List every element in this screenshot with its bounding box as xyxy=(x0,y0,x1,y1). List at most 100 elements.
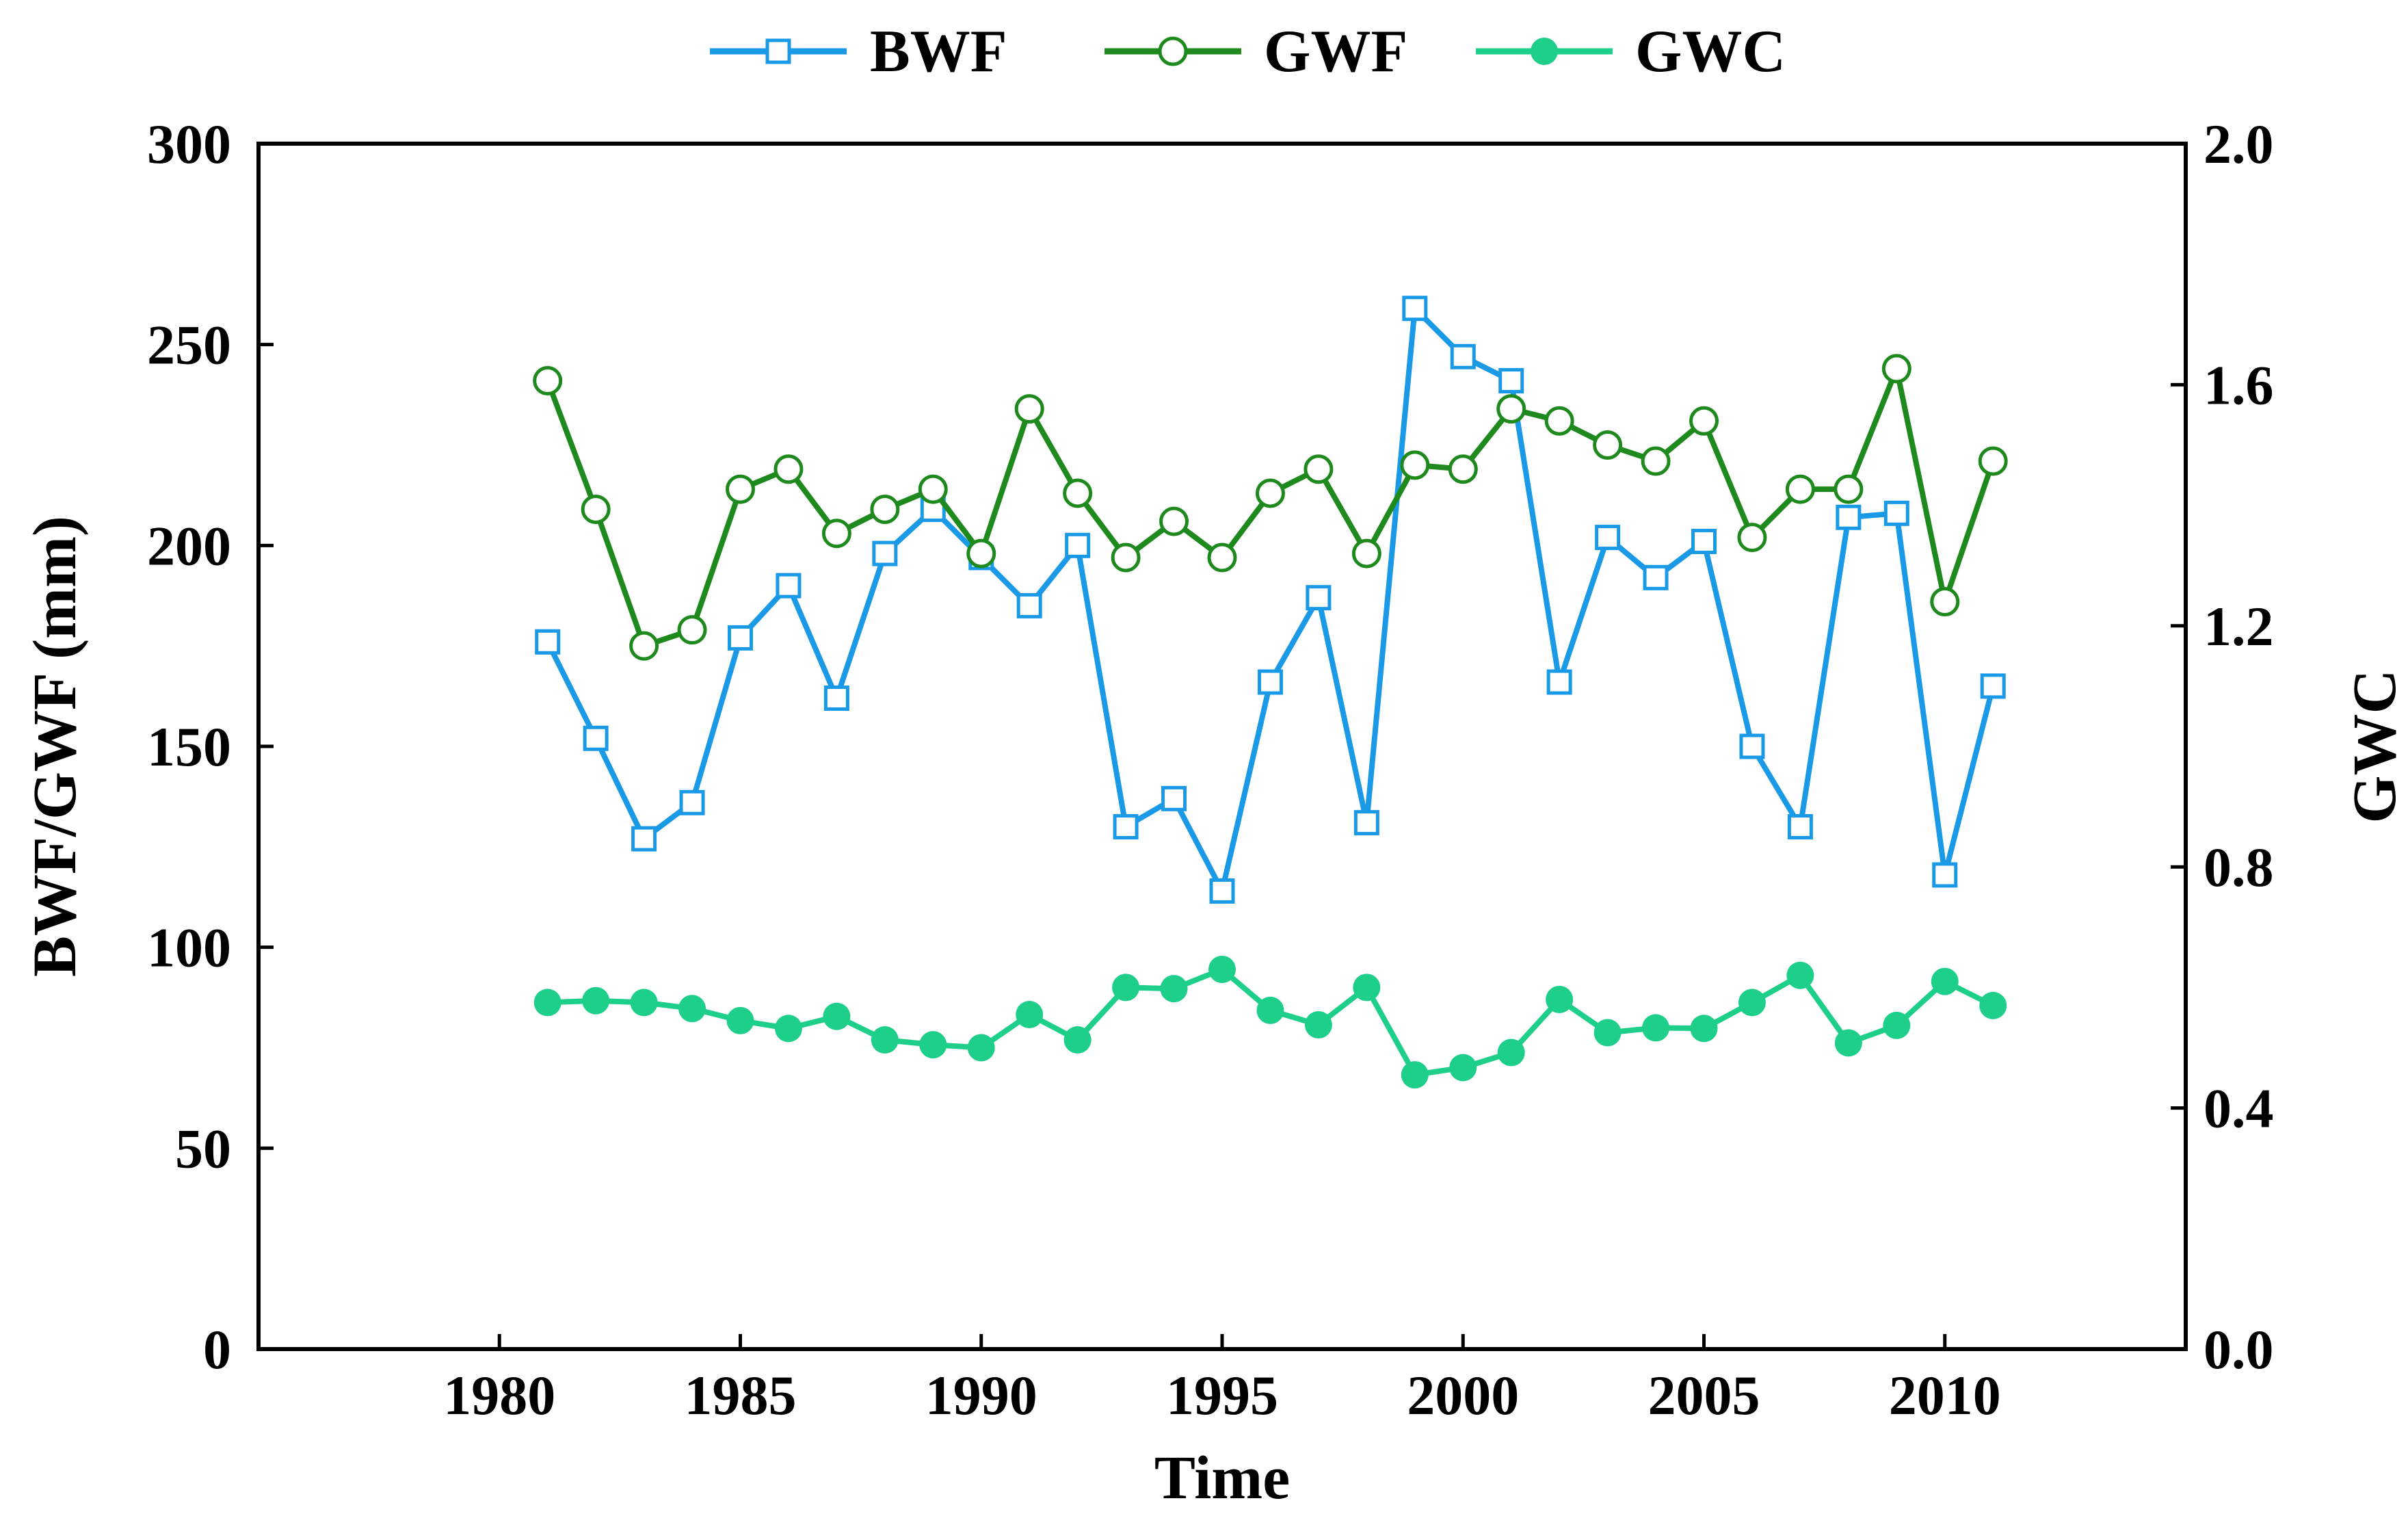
series-gwc xyxy=(533,955,2007,1089)
legend-marker-gwc xyxy=(1531,38,1558,65)
data-point-bwf xyxy=(1402,296,1428,322)
data-point-bwf xyxy=(1691,528,1717,554)
y-tick-label: 0 xyxy=(203,1318,231,1381)
series-layer xyxy=(533,296,2008,1089)
data-point-gwf xyxy=(1737,523,1767,553)
data-point-gwc xyxy=(1979,991,2007,1019)
data-point-gwc xyxy=(871,1026,899,1054)
data-point-gwf xyxy=(533,366,563,396)
x-tick-label: 1995 xyxy=(1166,1364,1278,1426)
data-point-bwf xyxy=(872,540,898,566)
data-point-gwf xyxy=(1014,394,1044,424)
data-point-bwf xyxy=(1787,813,1813,839)
data-point-gwc xyxy=(1834,1029,1862,1057)
data-point-gwc xyxy=(1304,1011,1332,1039)
data-point-gwf xyxy=(1641,446,1671,476)
data-point-bwf xyxy=(1306,585,1332,611)
y-axis-right: 0.0 0.4 0.8 1.2 1.6 2.0 xyxy=(2171,113,2274,1381)
legend-label-gwc: GWC xyxy=(1635,18,1786,85)
y2-tick-label: 0.0 xyxy=(2204,1318,2274,1381)
data-point-bwf xyxy=(1739,733,1765,759)
legend-item-gwf: GWF xyxy=(1104,18,1407,85)
data-point-gwc xyxy=(726,1006,754,1034)
y-axis-right-title: GWC xyxy=(2341,670,2408,824)
data-point-gwc xyxy=(1256,996,1284,1024)
legend-marker-bwf xyxy=(765,38,791,64)
y2-tick-label: 1.6 xyxy=(2204,354,2274,416)
data-point-gwc xyxy=(582,986,610,1015)
data-point-gwc xyxy=(533,989,561,1017)
data-point-gwf xyxy=(1930,587,1960,617)
data-point-bwf xyxy=(776,573,802,599)
data-point-gwf xyxy=(1689,406,1719,436)
data-point-gwf xyxy=(1159,506,1189,536)
data-point-gwf xyxy=(1881,354,1911,384)
data-point-gwc xyxy=(1738,989,1766,1017)
data-point-bwf xyxy=(1016,592,1042,618)
data-point-gwf xyxy=(1785,474,1815,504)
data-point-gwc xyxy=(1883,1011,1911,1039)
x-axis-title: Time xyxy=(1154,1444,1290,1512)
legend-marker-gwf xyxy=(1158,36,1188,66)
data-point-gwc xyxy=(967,1034,995,1062)
series-gwf xyxy=(533,354,2008,661)
data-point-gwc xyxy=(678,995,706,1023)
data-point-gwc xyxy=(919,1031,947,1059)
data-point-gwc xyxy=(1401,1061,1429,1089)
data-point-gwf xyxy=(677,615,707,645)
data-point-gwc xyxy=(1497,1038,1525,1067)
data-point-gwf xyxy=(821,519,851,549)
y-axis-left: 0 50 100 150 200 250 300 xyxy=(147,113,274,1381)
y-axis-left-title: BWF/GWF (mm) xyxy=(21,516,89,977)
data-point-bwf xyxy=(823,685,849,711)
data-point-bwf xyxy=(1353,810,1379,836)
x-tick-label: 1980 xyxy=(443,1364,555,1426)
x-axis: 1980 1985 1990 1995 2000 2005 2010 xyxy=(443,1334,2001,1426)
data-point-bwf xyxy=(1932,862,1958,888)
data-point-bwf xyxy=(1595,525,1621,551)
legend-item-gwc: GWC xyxy=(1476,18,1786,85)
data-point-gwf xyxy=(629,631,659,661)
y2-tick-label: 1.2 xyxy=(2204,595,2274,657)
data-point-bwf xyxy=(1161,785,1187,811)
data-point-gwf xyxy=(1544,406,1574,436)
data-point-gwf xyxy=(1978,446,2008,476)
y2-tick-label: 0.8 xyxy=(2204,836,2274,898)
data-point-gwc xyxy=(1353,973,1381,1002)
data-point-bwf xyxy=(679,789,705,815)
data-point-gwf xyxy=(1063,478,1093,508)
data-point-bwf xyxy=(1546,669,1572,695)
data-point-gwf xyxy=(966,538,996,568)
x-tick-label: 2010 xyxy=(1889,1364,2001,1426)
data-point-gwc xyxy=(1016,1001,1044,1029)
data-point-gwf xyxy=(581,494,611,524)
data-point-gwc xyxy=(1931,967,1959,995)
y2-tick-label: 0.4 xyxy=(2204,1077,2274,1140)
data-point-gwc xyxy=(1160,975,1188,1003)
data-point-bwf xyxy=(583,725,609,751)
legend-label-bwf: BWF xyxy=(870,18,1007,85)
y-tick-label: 50 xyxy=(175,1117,231,1179)
data-point-gwf xyxy=(918,474,948,504)
y-tick-label: 100 xyxy=(147,917,231,979)
data-point-bwf xyxy=(728,625,753,651)
data-point-gwc xyxy=(774,1015,802,1043)
data-point-gwf xyxy=(1111,543,1141,573)
data-point-gwc xyxy=(1208,955,1236,983)
data-point-bwf xyxy=(1450,343,1476,369)
series-bwf xyxy=(535,296,2006,904)
y-tick-label: 150 xyxy=(147,716,231,778)
data-point-gwc xyxy=(1786,961,1814,989)
data-point-gwf xyxy=(1351,538,1381,568)
x-tick-label: 1990 xyxy=(925,1364,1037,1426)
x-tick-label: 2005 xyxy=(1648,1364,1760,1426)
y-tick-label: 300 xyxy=(147,113,231,175)
data-point-gwf xyxy=(1207,543,1237,573)
data-point-bwf xyxy=(631,826,657,852)
data-point-bwf xyxy=(1980,673,2006,699)
data-point-bwf xyxy=(1113,813,1139,839)
data-point-gwc xyxy=(1690,1015,1718,1043)
series-line-bwf xyxy=(545,305,1996,894)
data-point-gwc xyxy=(1593,1019,1622,1047)
